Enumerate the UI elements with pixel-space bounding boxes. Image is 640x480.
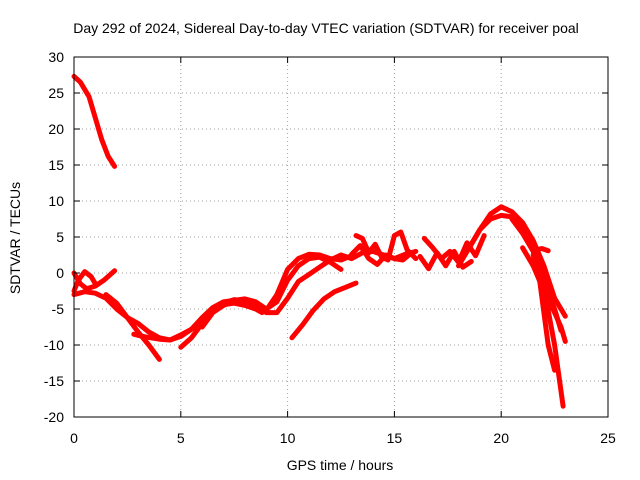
y-tick-label: -5	[52, 301, 65, 317]
series-layer	[71, 73, 568, 409]
y-axis-label: SDTVAR / TECUs	[7, 182, 23, 294]
data-series-s13	[417, 248, 474, 272]
grid-layer	[74, 57, 608, 417]
data-series-s17	[520, 245, 568, 344]
data-series-s8	[199, 254, 344, 330]
x-tick-label: 10	[280, 430, 296, 446]
x-tick-label: 15	[387, 430, 403, 446]
data-series-s18	[530, 252, 558, 373]
x-tick-label: 20	[493, 430, 509, 446]
x-axis-label: GPS time / hours	[287, 457, 394, 473]
data-series-s19	[532, 246, 551, 254]
x-tick-label: 0	[70, 430, 78, 446]
data-series-s4	[71, 251, 355, 343]
y-tick-label: -15	[44, 373, 64, 389]
data-series-s5	[103, 292, 162, 362]
y-tick-label: 20	[48, 121, 64, 137]
y-tick-label: -20	[44, 409, 64, 425]
y-tick-label: 30	[48, 49, 64, 65]
x-tick-label: 25	[600, 430, 616, 446]
y-tick-label: 25	[48, 85, 64, 101]
chart-title: Day 292 of 2024, Sidereal Day-to-day VTE…	[73, 20, 579, 36]
y-tick-label: 10	[48, 193, 64, 209]
data-series-s1	[71, 73, 118, 169]
y-tick-label: 5	[56, 229, 64, 245]
data-series-s12	[421, 233, 487, 265]
x-tick-label: 5	[177, 430, 185, 446]
tick-layer: 0 5 10 15 20 25 -20 -15 -10 -5 0 5 10 15 20 25 30	[44, 49, 616, 446]
y-tick-label: 0	[56, 265, 64, 281]
data-series-s3	[71, 269, 98, 294]
data-series-s9	[289, 280, 359, 341]
y-tick-label: 15	[48, 157, 64, 173]
data-series-s11	[349, 243, 414, 267]
y-tick-label: -10	[44, 337, 64, 353]
